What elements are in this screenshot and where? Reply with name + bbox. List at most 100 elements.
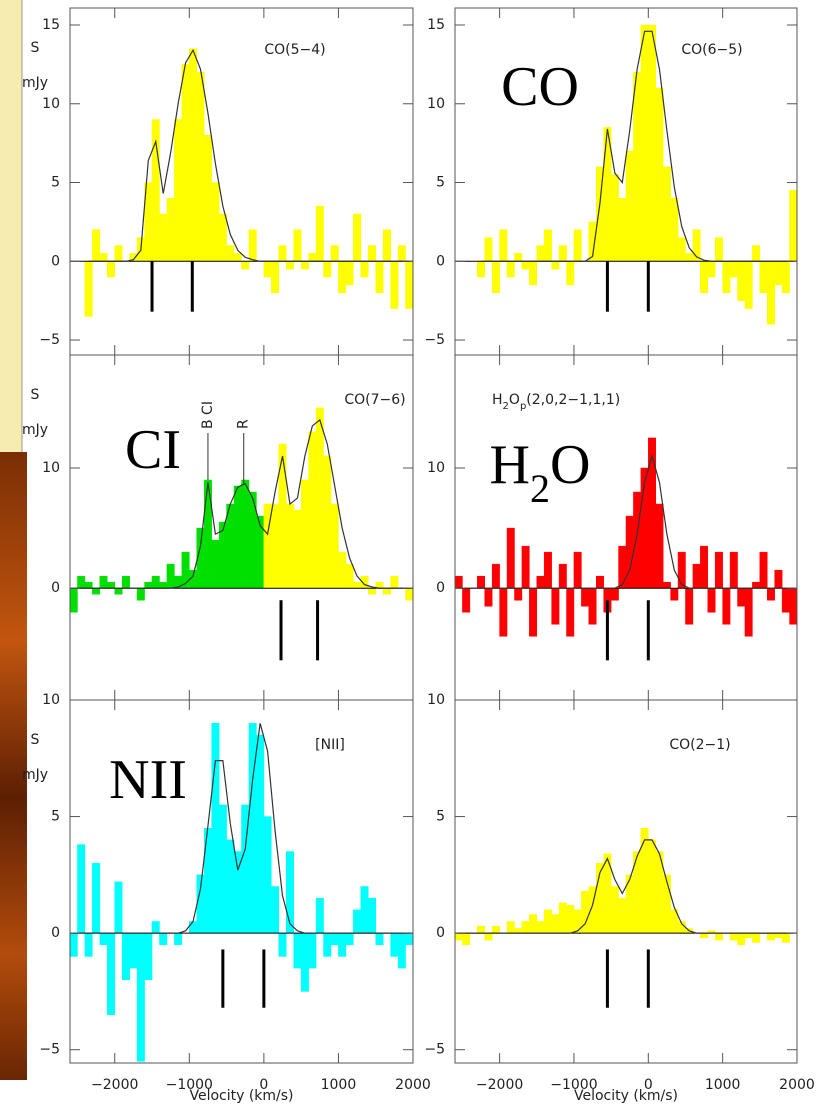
bar	[767, 932, 775, 941]
y-tick-label: 10	[42, 96, 60, 112]
overlay-label: CO	[501, 56, 579, 118]
bar	[77, 575, 86, 589]
bar	[397, 245, 406, 262]
bar	[700, 932, 709, 939]
bar	[315, 897, 324, 934]
y-tick-label: 0	[51, 253, 60, 269]
bar	[737, 261, 746, 301]
annotation-label: B CI	[200, 401, 216, 429]
bar	[99, 253, 108, 262]
bar	[581, 587, 590, 607]
bar	[300, 479, 309, 589]
text-part: CO(6−5)	[681, 42, 742, 58]
y-tick-label: −5	[424, 1042, 445, 1058]
bar	[514, 587, 523, 601]
bar	[506, 261, 515, 278]
bar	[114, 587, 123, 595]
bar	[233, 485, 242, 589]
bar	[114, 881, 123, 934]
bar	[752, 932, 761, 943]
bar	[685, 253, 694, 262]
bar	[256, 734, 265, 934]
y-tick-label: 0	[51, 925, 60, 941]
bar	[382, 229, 391, 262]
bar	[648, 24, 656, 262]
frame	[69, 699, 414, 1064]
bar	[551, 587, 560, 625]
bar	[226, 245, 235, 262]
bar	[353, 909, 362, 934]
bar	[211, 723, 220, 934]
panel-title: CO(2−1)	[669, 737, 730, 753]
bar	[737, 587, 746, 607]
bar	[610, 587, 619, 601]
bar	[610, 174, 619, 262]
text-part: [NII]	[315, 737, 345, 753]
bar	[707, 261, 716, 278]
x-tick-label: 1000	[705, 1077, 741, 1093]
bar	[107, 932, 115, 1015]
y-tick-label: 0	[436, 580, 445, 596]
y-tick-label: 5	[51, 175, 60, 191]
x-tick-label: −2000	[91, 1077, 138, 1093]
bar	[462, 932, 471, 946]
text-part: 2	[503, 401, 509, 412]
bar	[166, 198, 175, 262]
x-tick-label: −2000	[476, 1077, 523, 1093]
bar	[136, 932, 145, 1062]
y-tick-label: 0	[51, 580, 60, 596]
bar	[121, 575, 130, 589]
bar	[315, 407, 324, 589]
bar	[278, 245, 287, 262]
bar	[774, 261, 783, 286]
y-tick-label: 5	[51, 809, 60, 825]
bar	[84, 261, 93, 317]
panel-title: CO(5−4)	[264, 42, 325, 58]
bar	[536, 921, 545, 934]
x-tick-label: 2000	[779, 1077, 815, 1093]
text-part: O	[509, 392, 520, 408]
bar	[610, 886, 619, 934]
bar	[789, 190, 798, 262]
text-part: (2,0,2−1,1,1)	[526, 392, 620, 408]
bar	[566, 587, 575, 637]
bar	[692, 563, 701, 589]
bar	[558, 245, 567, 262]
bar	[405, 932, 414, 946]
bar	[781, 932, 790, 943]
bar	[655, 503, 664, 589]
bar	[211, 182, 220, 262]
bar	[368, 587, 376, 595]
text-part: p	[520, 401, 526, 412]
text-part: CO(2−1)	[669, 737, 730, 753]
bar	[338, 932, 347, 957]
bar	[293, 932, 302, 969]
bar	[491, 925, 500, 934]
bar	[233, 253, 242, 262]
fit-line	[88, 48, 410, 262]
bar	[670, 198, 679, 262]
bar	[454, 575, 463, 589]
bar	[121, 932, 130, 981]
y-axis-label: S	[31, 40, 40, 56]
panel-title: CO(7−6)	[344, 392, 405, 408]
background-strip	[0, 0, 22, 452]
bar	[405, 261, 414, 309]
bar	[491, 261, 500, 294]
bar	[345, 563, 354, 589]
bar	[477, 575, 485, 589]
bar	[338, 551, 347, 589]
bar	[218, 804, 227, 934]
y-tick-label: 0	[436, 253, 445, 269]
y-tick-label: 15	[42, 17, 60, 33]
text-part: CI	[125, 419, 181, 481]
y-axis-label: S	[31, 732, 40, 748]
bar	[345, 261, 354, 286]
panel-title: [NII]	[315, 737, 345, 753]
text-part: O	[550, 434, 590, 496]
bar	[573, 551, 582, 589]
bar	[551, 261, 560, 270]
bar	[573, 909, 582, 934]
bar	[323, 932, 332, 957]
y-tick-label: 5	[436, 809, 445, 825]
